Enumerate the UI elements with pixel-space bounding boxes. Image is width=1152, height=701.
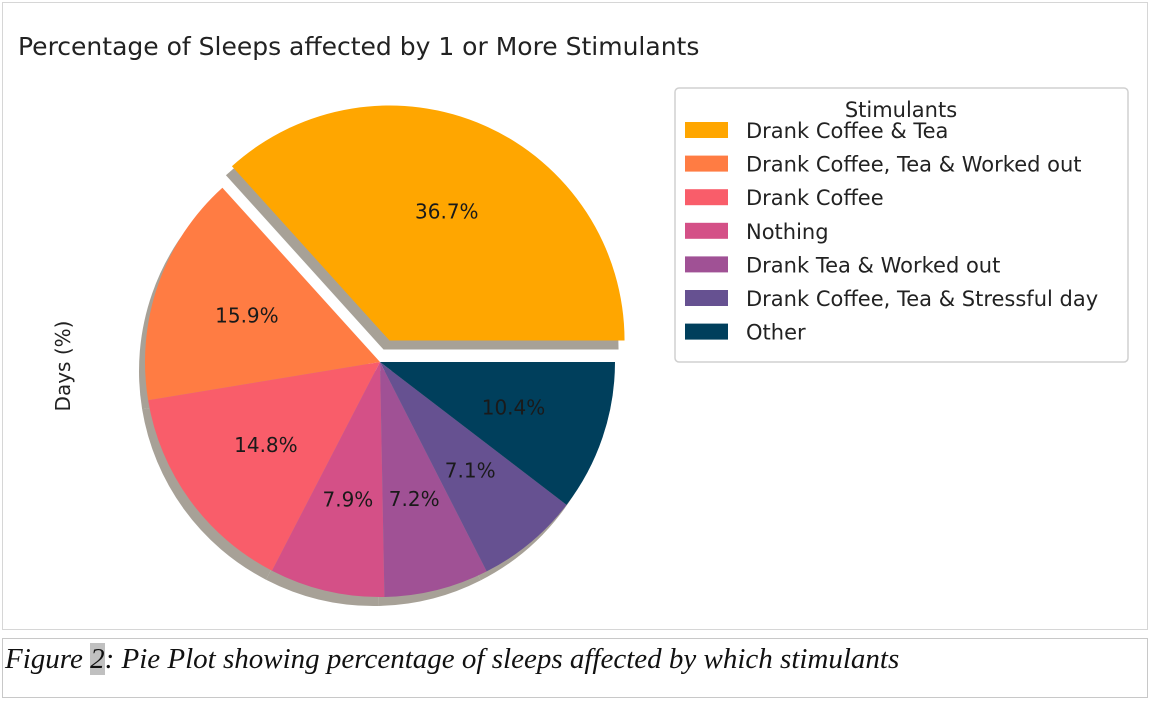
y-axis-label: Days (%) — [51, 321, 75, 412]
legend-swatch-drank-coffee — [685, 189, 728, 206]
slice-percent-label-other: 10.4% — [482, 395, 546, 419]
pie-label-group: 36.7% 15.9% 14.8% 7.9% 7.2%7.1% 10.4% — [215, 200, 545, 512]
legend-swatch-drank-coffee-tea-and-worked-out — [685, 155, 728, 172]
legend-label-drank-coffee-tea-and-stressful-day: Drank Coffee, Tea & Stressful day — [746, 287, 1098, 311]
pie-slice-drank-tea-and-worked-out — [380, 362, 487, 597]
slice-percent-label-drank-coffee-tea-and-worked-out: 15.9% — [215, 304, 279, 328]
legend-items: Drank Coffee & Tea Drank Coffee, Tea & Wo… — [685, 119, 1098, 345]
legend-label-nothing: Nothing — [746, 220, 829, 244]
legend-swatch-drank-tea-and-worked-out — [685, 256, 728, 273]
pie-slice-drank-coffee — [148, 362, 380, 571]
legend-label-drank-coffee: Drank Coffee — [746, 186, 884, 210]
caption-text: : Pie Plot showing percentage of sleeps … — [104, 643, 900, 675]
legend-swatch-drank-coffee-and-tea — [685, 122, 728, 138]
pie-slice-group — [145, 105, 625, 598]
chart-title: Percentage of Sleeps affected by 1 or Mo… — [18, 32, 699, 61]
slice-percent-label-drank-coffee-tea-and-stressful-day: 7.1% — [445, 458, 496, 482]
pie-slice-drank-coffee-and-tea — [231, 105, 625, 341]
legend-swatch-drank-coffee-tea-and-stressful-day — [685, 290, 728, 306]
slice-percent-label-drank-coffee-and-tea: 36.7% — [415, 200, 479, 224]
slice-percent-label-drank-coffee: 14.8% — [234, 433, 298, 457]
legend-label-other: Other — [746, 321, 806, 345]
pie-slice-other — [380, 362, 615, 505]
legend-title: Stimulants — [845, 98, 957, 122]
figure-frame — [2, 2, 1148, 630]
figure-caption: Figure 2: Pie Plot showing percentage of… — [2, 638, 1148, 698]
legend-swatch-nothing — [685, 222, 728, 239]
pie-chart: Percentage of Sleeps affected by 1 or Mo… — [18, 32, 1129, 607]
legend-swatch-other — [685, 323, 728, 340]
legend-frame — [674, 87, 1129, 363]
legend-label-drank-tea-and-worked-out: Drank Tea & Worked out — [746, 253, 1000, 277]
pie-slice-drank-coffee-tea-and-worked-out — [145, 187, 380, 401]
pie-slice-drank-coffee-tea-and-stressful-day — [380, 362, 567, 572]
legend-label-drank-coffee-tea-and-worked-out: Drank Coffee, Tea & Worked out — [746, 153, 1082, 177]
slice-percent-label-drank-tea-and-worked-out: 7.2% — [389, 487, 440, 511]
caption-figure-number: 2 — [90, 643, 105, 675]
caption-prefix: Figure — [5, 643, 91, 675]
legend-label-drank-coffee-and-tea: Drank Coffee & Tea — [746, 119, 948, 143]
slice-percent-label-nothing: 7.9% — [322, 487, 373, 511]
pie-slice-nothing — [272, 362, 385, 598]
